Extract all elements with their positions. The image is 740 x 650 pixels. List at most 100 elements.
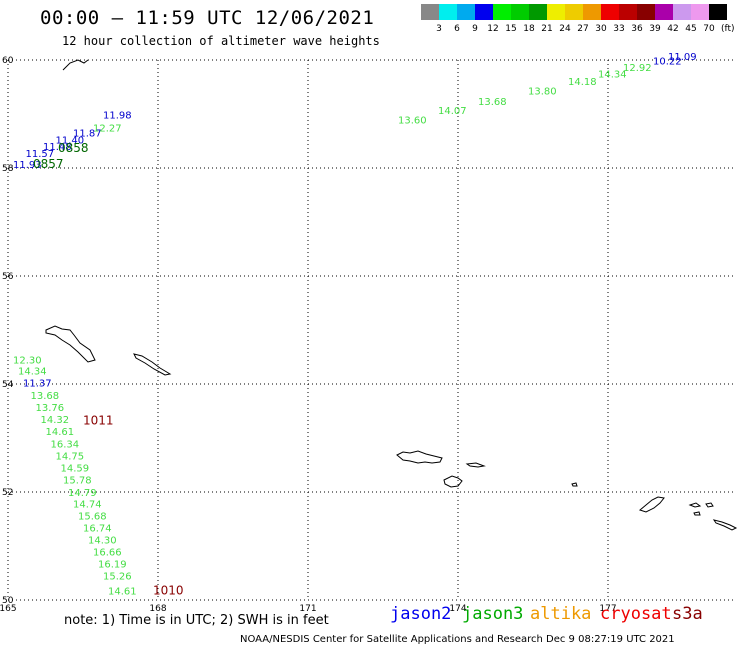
legend-label: 12 [487,24,499,34]
legend-swatch [619,4,637,20]
attu-island [396,450,443,464]
satellite-name-cryosat: cryosat [600,604,672,624]
jason2-label: 11.57 [26,149,55,160]
legend-label: 24 [559,24,571,34]
legend-label: 6 [454,24,460,34]
legend-swatch [655,4,673,20]
satellite-name-jason3: jason3 [462,604,524,624]
jason3-label: 14.59 [61,463,90,474]
cryosat-label: 1010 [153,584,184,598]
bering-island [45,325,96,363]
jason3-label: 13.68 [31,391,60,402]
legend-label: 15 [505,24,517,34]
legend-label: 30 [595,24,607,34]
jason2-label: 11.37 [23,379,52,390]
jason3-label: 16.66 [93,548,122,559]
kiska-island [638,496,665,513]
jason3-label: 13.76 [36,403,65,414]
legend-swatch [439,4,457,20]
jason3-label: 12.92 [623,63,652,74]
legend-label: 18 [523,24,535,34]
page-title: 00:00 — 11:59 UTC 12/06/2021 [40,7,375,29]
latitude-label: 50 [2,596,14,606]
jason3-label: 13.80 [528,87,557,98]
jason3-label: 14.18 [568,77,597,88]
jason2-label: 11.87 [73,129,102,140]
legend-label: 21 [541,24,553,34]
jason3-label: 16.34 [51,440,80,451]
rat-island-b [693,511,701,516]
legend-swatch [421,4,439,20]
legend-swatch [493,4,511,20]
legend-swatch [565,4,583,20]
jason3-label: 16.74 [83,523,112,534]
legend-label: 70 [703,24,715,34]
medny-island [133,353,172,376]
jason2-label: 11.98 [103,110,132,121]
legend-unit: (ft) [721,24,735,34]
buldir-island [571,482,578,487]
jason3-label: 13.68 [478,97,507,108]
legend-swatch [637,4,655,20]
jason3-label: 16.19 [98,560,127,571]
jason3-label: 14.61 [46,427,75,438]
legend-swatch [709,4,727,20]
longitude-label: 168 [149,604,166,614]
jason3-label: 14.75 [56,452,85,463]
longitude-label: 165 [0,604,17,614]
jason3-label: 14.34 [598,69,627,80]
jason3-label: 15.26 [103,571,132,582]
legend-swatch [475,4,493,20]
credit-line: NOAA/NESDIS Center for Satellite Applica… [240,634,675,645]
coastline-layer [45,59,738,531]
legend-label: 3 [436,24,442,34]
satellite-name-jason2: jason2 [390,604,452,624]
jason3-label: 14.61 [108,587,137,598]
longitude-label: 177 [599,604,616,614]
cryosat-label: 1011 [83,414,114,428]
jason3-label: 14.79 [68,488,97,499]
jason3-label: 13.60 [398,116,427,127]
jason2-label: 11.48 [43,142,72,153]
satellite-name-altika: altika [530,604,592,624]
legend-swatch [511,4,529,20]
legend-label: 36 [631,24,643,34]
legend-swatch [601,4,619,20]
satellite-name-s3a: s3a [672,604,703,624]
longitude-label: 171 [299,604,316,614]
legend-label: 27 [577,24,589,34]
jason3-label: 14.74 [73,500,102,511]
jason3-label: 14.07 [438,106,467,117]
jason3-label: 15.68 [78,512,107,523]
legend-swatch [547,4,565,20]
kamchatka-coast [62,59,89,71]
legend-label: 45 [685,24,697,34]
legend-label: 33 [613,24,625,34]
time-label: 0858 [58,141,89,155]
legend-swatch [457,4,475,20]
rat-island-c [705,502,714,508]
shemya-island [465,462,486,468]
jason2-label: 11.09 [668,52,697,63]
jason2-label: 11.40 [56,136,85,147]
rat-island-a [688,502,702,508]
legend-swatch [529,4,547,20]
legend-swatch [691,4,709,20]
jason3-label: 15.78 [63,475,92,486]
jason2-label: 11.93 [13,160,42,171]
jason3-label: 14.32 [41,415,70,426]
time-label: 0857 [33,157,64,171]
footnote: note: 1) Time is in UTC; 2) SWH is in fe… [64,613,329,628]
legend-label: 42 [667,24,679,34]
jason3-label: 14.30 [88,535,117,546]
jason3-label: 12.30 [13,355,42,366]
amchitka-island [712,519,738,531]
jason3-label: 12.27 [93,123,122,134]
map-grid: 605856545250165168171174177 [0,56,733,614]
legend-label: 9 [472,24,478,34]
agattu-island [443,475,463,488]
longitude-label: 174 [449,604,466,614]
